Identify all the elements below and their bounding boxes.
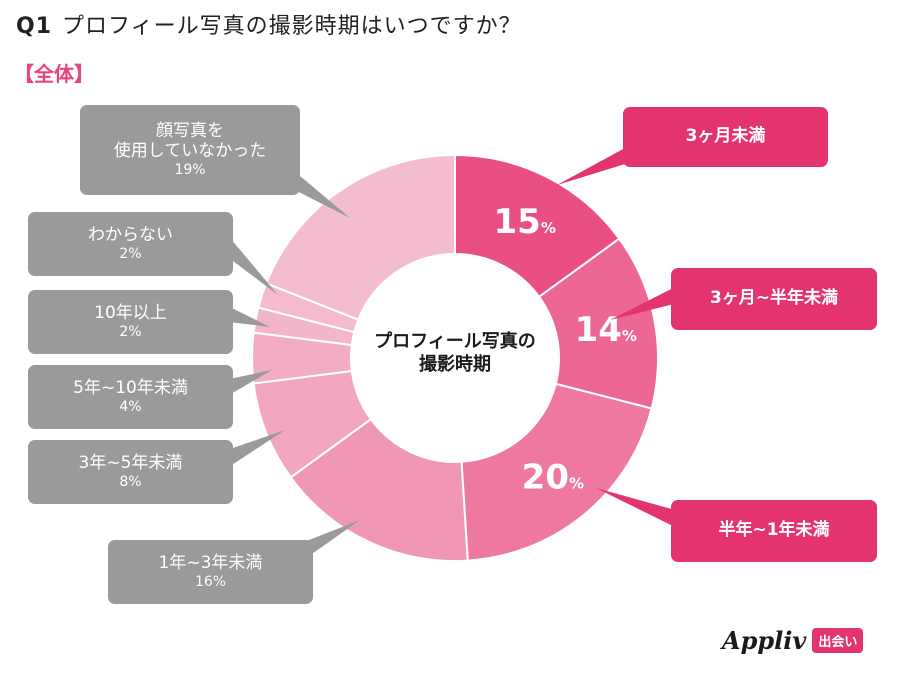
- callout-6: 10年以上 2%: [28, 290, 233, 354]
- callout-label-8-0: 顔写真を: [156, 121, 224, 142]
- callout-5: 5年~10年未満 4%: [28, 365, 233, 429]
- center-label-line1: プロフィール写真の: [374, 331, 536, 352]
- callout-pointer-2: [596, 488, 689, 531]
- logo-badge: 出会い: [812, 628, 864, 653]
- center-label-line2: 撮影時期: [419, 354, 491, 376]
- callout-label-8-1: 使用していなかった: [113, 140, 267, 161]
- callout-label-5-0: 5年~10年未満: [73, 378, 188, 399]
- donut-center-label: プロフィール写真の 撮影時期: [340, 330, 570, 377]
- callout-label-6-0: 10年以上: [94, 303, 167, 324]
- callout-1: 3ヶ月~半年未満: [671, 268, 877, 330]
- callout-percent-4: 8%: [119, 473, 142, 490]
- callout-percent-8: 19%: [174, 161, 206, 178]
- question-title: Q1 プロフィール写真の撮影時期はいつですか？: [16, 8, 522, 40]
- callout-3: 1年~3年未満 16%: [108, 540, 313, 604]
- segment-label: 【全体】: [14, 62, 94, 86]
- slice-value-label-0: 15%: [494, 202, 556, 242]
- callout-label-2-0: 半年~1年未満: [718, 520, 830, 541]
- slice-value-label-1: 14%: [575, 310, 637, 350]
- callout-percent-7: 2%: [119, 245, 142, 262]
- callout-2: 半年~1年未満: [671, 500, 877, 562]
- callout-label-1-0: 3ヶ月~半年未満: [709, 288, 839, 309]
- callout-label-7-0: わからない: [88, 225, 173, 246]
- donut-slice-0: [454, 153, 621, 299]
- donut-slice-1: [537, 237, 659, 410]
- callout-pointer-1: [610, 283, 689, 320]
- callout-percent-6: 2%: [119, 323, 142, 340]
- question-text: プロフィール写真の撮影時期はいつですか？: [62, 14, 522, 39]
- callout-label-0-0: 3ヶ月未満: [685, 126, 766, 147]
- callout-pointer-0: [557, 141, 644, 185]
- callout-7: わからない 2%: [28, 212, 233, 276]
- slice-value-label-2: 20%: [522, 457, 584, 497]
- callout-percent-3: 16%: [194, 573, 227, 590]
- donut-slice-2: [460, 382, 653, 562]
- question-number: Q1: [16, 14, 53, 39]
- callout-8: 顔写真を 使用していなかった 19%: [80, 105, 300, 195]
- donut-slice-3: [289, 417, 469, 562]
- donut-slice-8: [264, 153, 456, 322]
- logo-brand: Appliv: [722, 626, 807, 655]
- callout-pointer-4: [216, 430, 285, 471]
- callout-percent-5: 4%: [119, 398, 142, 415]
- callout-0: 3ヶ月未満: [623, 107, 828, 167]
- callout-label-4-0: 3年~5年未満: [78, 453, 183, 474]
- callout-4: 3年~5年未満 8%: [28, 440, 233, 504]
- appliv-logo: Appliv 出会い: [722, 626, 864, 655]
- callout-label-3-0: 1年~3年未満: [158, 553, 263, 574]
